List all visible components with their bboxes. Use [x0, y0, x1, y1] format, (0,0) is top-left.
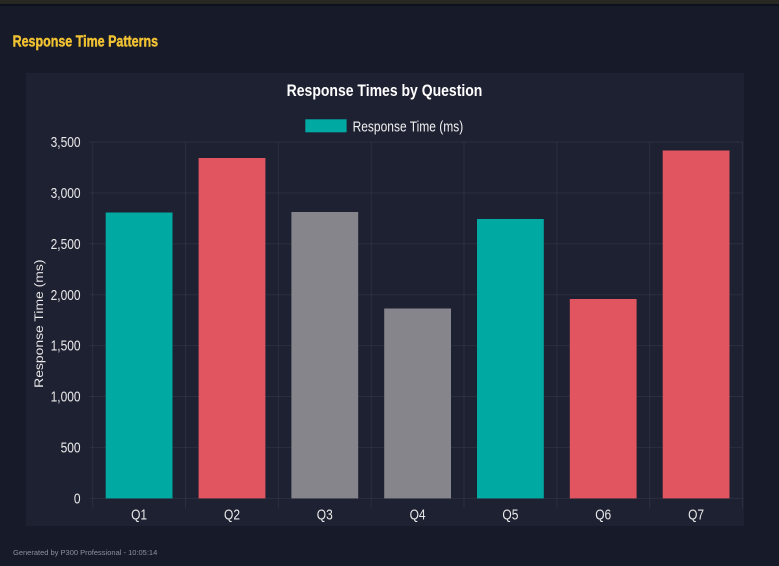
svg-text:1,500: 1,500 [51, 338, 81, 354]
svg-text:Response Times by Question: Response Times by Question [287, 82, 483, 100]
svg-text:Q2: Q2 [224, 506, 240, 522]
svg-text:Q7: Q7 [688, 506, 704, 522]
svg-text:3,500: 3,500 [51, 134, 81, 150]
svg-text:Q3: Q3 [317, 506, 333, 522]
svg-text:Q4: Q4 [410, 506, 426, 522]
svg-text:Response Time (ms): Response Time (ms) [353, 118, 464, 134]
svg-text:Generated by P300 Professional: Generated by P300 Professional - 10:05:1… [13, 548, 157, 557]
svg-text:1,000: 1,000 [51, 389, 81, 405]
svg-text:500: 500 [61, 439, 81, 455]
svg-text:2,000: 2,000 [51, 287, 81, 303]
svg-text:2,500: 2,500 [51, 236, 81, 252]
svg-text:Q6: Q6 [595, 506, 611, 522]
svg-text:0: 0 [74, 490, 81, 506]
svg-text:Response Time Patterns: Response Time Patterns [13, 32, 159, 50]
svg-text:Q1: Q1 [131, 506, 147, 522]
svg-text:Response Time (ms): Response Time (ms) [32, 260, 46, 388]
svg-text:Q5: Q5 [502, 506, 518, 522]
svg-text:3,000: 3,000 [51, 185, 81, 201]
